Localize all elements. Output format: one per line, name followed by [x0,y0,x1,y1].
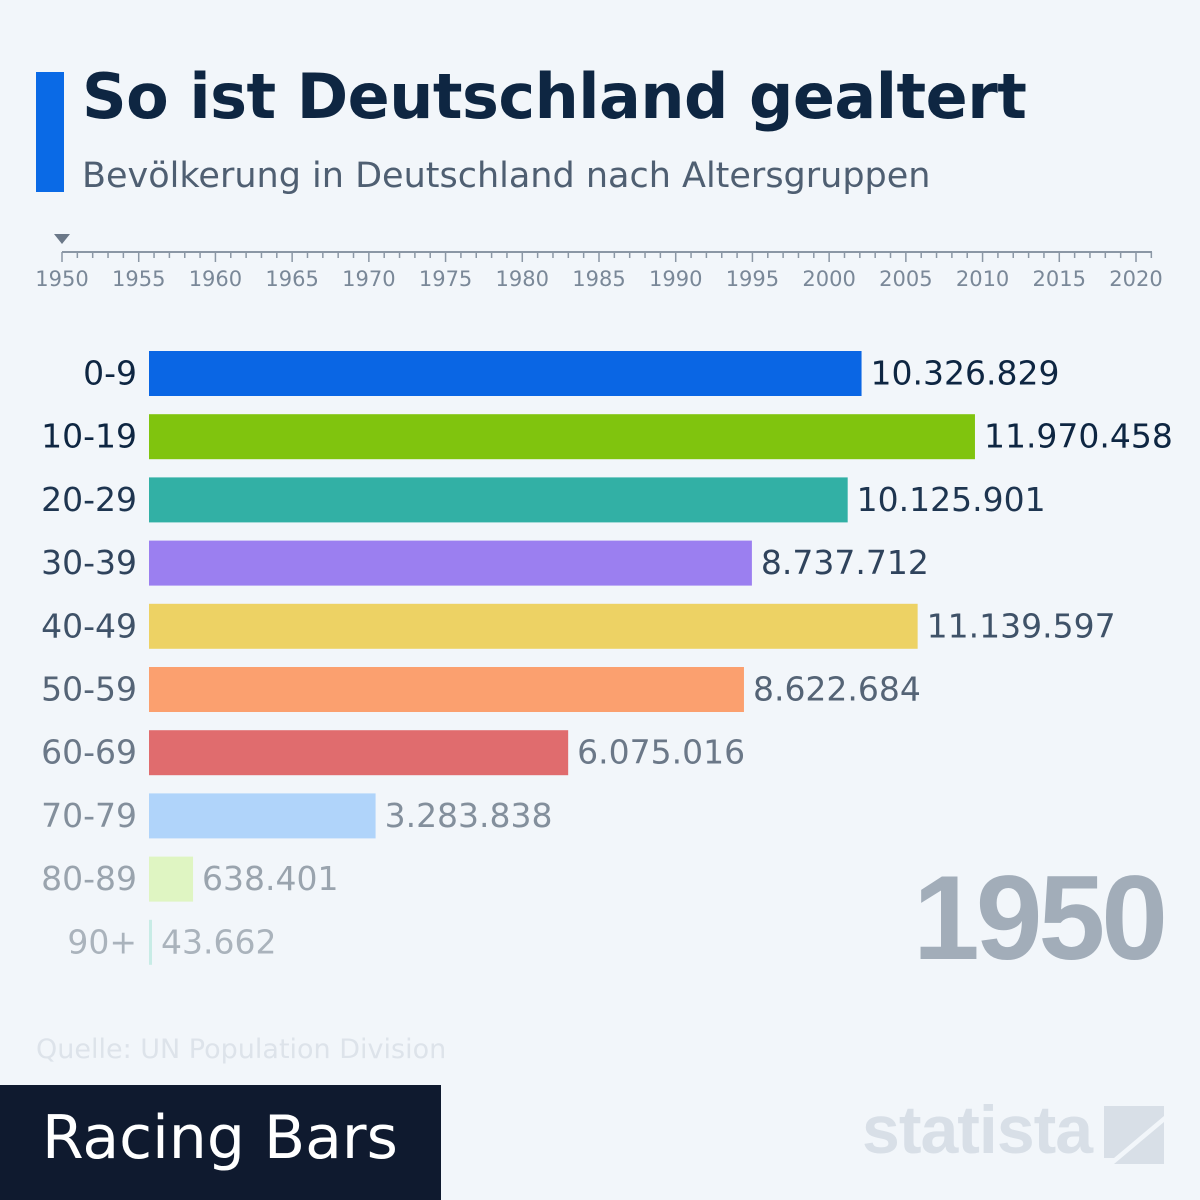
timeline-year-label: 1960 [189,267,242,291]
category-label: 40-49 [41,606,137,645]
timeline-year-label: 2005 [879,267,932,291]
category-label: 50-59 [41,670,137,709]
category-label: 20-29 [41,480,137,519]
timeline-year-label: 1985 [572,267,625,291]
bar [149,919,153,965]
timeline-year-label: 1975 [419,267,472,291]
timeline-slider[interactable]: 1950 1955 1960 1965 1970 1975 1980 1985 1990 1995… [0,228,1200,298]
footer-label: Racing Bars [42,1103,398,1173]
value-label: 10.326.829 [871,354,1060,393]
category-label: 0-9 [83,354,137,393]
bar [149,667,744,712]
value-label: 11.139.597 [927,606,1116,645]
value-label: 43.662 [161,922,276,961]
bar [149,793,376,839]
statista-logo-icon [1104,1106,1164,1164]
source-note: Quelle: UN Population Division [36,1034,447,1065]
accent-bar [36,72,64,192]
value-label: 6.075.016 [577,733,745,772]
timeline-year-label: 2000 [802,267,855,291]
value-label: 11.970.458 [984,417,1173,456]
value-label: 10.125.901 [857,480,1046,519]
timeline-year-label: 1970 [342,267,395,291]
racing-bar-chart: 0-9 10.326.829 10-19 11.970.458 20-29 10.125.… [41,351,1173,965]
value-label: 3.283.838 [385,796,553,835]
page-subtitle: Bevölkerung in Deutschland nach Altersgr… [82,156,931,196]
timeline-year-label: 1965 [265,267,318,291]
category-label: 10-19 [41,417,137,456]
statista-logo-text: statista [862,1092,1093,1168]
bar [149,540,752,586]
bar [149,414,975,460]
timeline-year-label: 1955 [112,267,165,291]
timeline-marker-icon[interactable] [54,234,70,244]
bar [149,730,569,776]
category-label: 80-89 [41,859,137,898]
value-label: 638.401 [202,859,338,898]
bar [149,351,862,396]
category-label: 60-69 [41,733,137,772]
bar [149,603,918,649]
timeline-year-label: 2010 [956,267,1009,291]
footer-banner: Racing Bars [0,1085,441,1200]
timeline-year-label: 2020 [1109,267,1162,291]
timeline-year-label: 1990 [649,267,702,291]
timeline-year-label: 2015 [1033,267,1086,291]
category-label: 30-39 [41,543,137,582]
value-label: 8.622.684 [753,670,921,709]
category-label: 90+ [67,922,137,961]
category-label: 70-79 [41,796,137,835]
bar [149,477,848,523]
bar [149,856,194,902]
value-label: 8.737.712 [761,543,929,582]
current-year-display: 1950 [913,851,1168,985]
timeline-year-label: 1980 [496,267,549,291]
page-title: So ist Deutschland gealtert [82,60,1027,133]
timeline-year-label: 1995 [726,267,779,291]
timeline-year-label: 1950 [35,267,88,291]
